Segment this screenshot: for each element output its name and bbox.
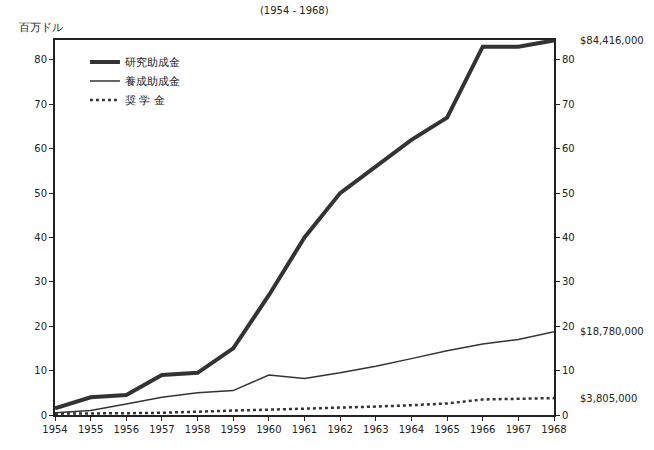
svg-text:0: 0 — [41, 410, 47, 421]
svg-text:60: 60 — [34, 143, 47, 154]
svg-text:1954: 1954 — [42, 424, 67, 435]
svg-text:1959: 1959 — [220, 424, 245, 435]
svg-text:10: 10 — [34, 365, 47, 376]
svg-text:20: 20 — [34, 321, 47, 332]
svg-text:40: 40 — [562, 232, 575, 243]
svg-text:$18,780,000: $18,780,000 — [580, 326, 644, 337]
svg-text:50: 50 — [562, 188, 575, 199]
svg-text:80: 80 — [562, 54, 575, 65]
svg-text:1966: 1966 — [470, 424, 495, 435]
svg-text:1958: 1958 — [185, 424, 210, 435]
svg-text:百万ドル: 百万ドル — [19, 21, 63, 34]
svg-text:80: 80 — [34, 54, 47, 65]
svg-text:10: 10 — [562, 365, 575, 376]
svg-text:50: 50 — [34, 188, 47, 199]
svg-text:70: 70 — [562, 99, 575, 110]
svg-text:奨 学 金: 奨 学 金 — [125, 94, 165, 107]
svg-text:1967: 1967 — [506, 424, 531, 435]
svg-text:1962: 1962 — [327, 424, 352, 435]
svg-text:40: 40 — [34, 232, 47, 243]
svg-text:養成助成金: 養成助成金 — [125, 75, 180, 88]
svg-text:1965: 1965 — [434, 424, 459, 435]
svg-text:1960: 1960 — [256, 424, 281, 435]
svg-text:30: 30 — [562, 276, 575, 287]
svg-text:1956: 1956 — [114, 424, 139, 435]
svg-text:1964: 1964 — [399, 424, 424, 435]
svg-text:$84,416,000: $84,416,000 — [580, 35, 644, 46]
svg-text:$3,805,000: $3,805,000 — [580, 393, 637, 404]
svg-text:1961: 1961 — [292, 424, 317, 435]
svg-text:20: 20 — [562, 321, 575, 332]
svg-text:1957: 1957 — [149, 424, 174, 435]
svg-text:1968: 1968 — [541, 424, 566, 435]
svg-text:60: 60 — [562, 143, 575, 154]
svg-text:研究助成金: 研究助成金 — [125, 56, 180, 69]
svg-text:0: 0 — [562, 410, 568, 421]
svg-text:70: 70 — [34, 99, 47, 110]
svg-text:(1954 - 1968): (1954 - 1968) — [260, 5, 329, 16]
svg-text:30: 30 — [34, 276, 47, 287]
svg-text:1963: 1963 — [363, 424, 388, 435]
svg-text:1955: 1955 — [78, 424, 103, 435]
